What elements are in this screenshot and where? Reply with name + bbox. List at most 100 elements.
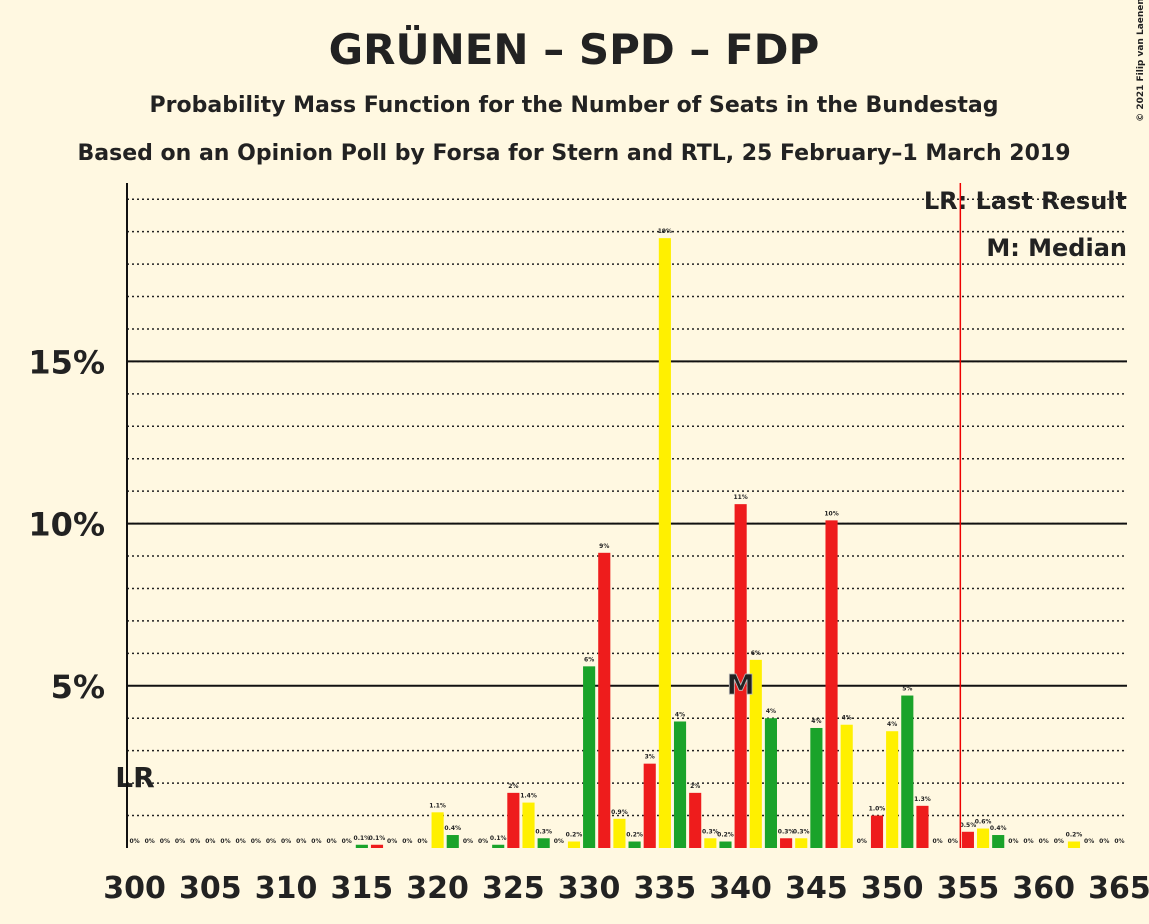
median-marker: M (727, 668, 755, 701)
value-label: 0% (311, 838, 321, 845)
bar (886, 731, 899, 848)
value-label: 0% (160, 838, 170, 845)
value-label: 0.4% (990, 825, 1007, 832)
x-tick-label: 325 (482, 871, 545, 906)
bar (522, 802, 535, 848)
value-label: 0% (1008, 838, 1018, 845)
value-label: 0% (129, 838, 139, 845)
value-label: 0% (205, 838, 215, 845)
legend-entry: M: Median (986, 234, 1127, 262)
value-label: 0% (251, 838, 261, 845)
value-label: 0% (1084, 838, 1094, 845)
value-label: 4% (842, 715, 852, 722)
value-label: 0% (266, 838, 276, 845)
value-label: 0.9% (611, 809, 628, 816)
value-label: 0% (857, 838, 867, 845)
bar (840, 724, 853, 848)
bar (673, 721, 687, 848)
x-tick-label: 365 (1088, 871, 1149, 906)
value-label: 0.2% (566, 832, 583, 839)
value-label: 0% (402, 838, 412, 845)
bar (825, 520, 838, 848)
value-label: 0% (1054, 838, 1064, 845)
value-label: 0% (1023, 838, 1033, 845)
bar (492, 844, 505, 848)
bar (992, 835, 1005, 848)
value-label: 0% (554, 838, 564, 845)
bar (628, 841, 641, 848)
value-label: 0% (296, 838, 306, 845)
value-label: 0.3% (535, 828, 552, 835)
value-label: 0% (145, 838, 155, 845)
value-label: 0.6% (975, 819, 992, 826)
value-label: 0% (933, 838, 943, 845)
value-label: 2% (508, 783, 518, 790)
chart-subtitle: Based on an Opinion Poll by Forsa for St… (77, 141, 1070, 166)
value-label: 0.5% (960, 822, 977, 829)
value-label: 0% (236, 838, 246, 845)
value-label: 0% (342, 838, 352, 845)
x-tick-label: 340 (709, 871, 772, 906)
value-label: 19% (658, 228, 672, 235)
bar (810, 727, 823, 848)
value-label: 0.3% (778, 828, 795, 835)
bar (916, 805, 929, 848)
x-tick-label: 355 (937, 871, 1000, 906)
value-label: 0% (220, 838, 230, 845)
value-label: 1.3% (914, 796, 931, 803)
x-tick-label: 310 (255, 871, 318, 906)
value-label: 11% (733, 494, 747, 501)
bar (1067, 841, 1081, 848)
bar (643, 763, 656, 848)
chart-subtitle: Probability Mass Function for the Number… (150, 93, 999, 118)
value-label: 0.3% (702, 828, 719, 835)
x-tick-label: 345 (785, 871, 848, 906)
bar (689, 792, 702, 848)
x-tick-label: 305 (179, 871, 242, 906)
value-label: 0% (463, 838, 473, 845)
value-label: 0% (326, 838, 336, 845)
value-label: 6% (584, 656, 594, 663)
bar (507, 792, 520, 848)
x-tick-label: 335 (634, 871, 697, 906)
x-tick-label: 360 (1012, 871, 1075, 906)
bar (431, 812, 444, 848)
value-label: 0% (190, 838, 200, 845)
bar (870, 815, 884, 848)
value-label: 0% (175, 838, 185, 845)
y-tick-label: 5% (51, 668, 105, 706)
bar (764, 718, 777, 848)
bar (613, 818, 626, 848)
y-tick-label: 15% (28, 343, 105, 381)
value-label: 1.0% (869, 806, 886, 813)
bar (749, 659, 762, 848)
value-label: 4% (675, 711, 685, 718)
bar (734, 504, 747, 848)
value-label: 0.1% (369, 835, 386, 842)
value-label: 0% (1114, 838, 1124, 845)
x-tick-label: 315 (331, 871, 394, 906)
bar (537, 838, 550, 848)
value-label: 0.2% (717, 832, 734, 839)
value-label: 0% (417, 838, 427, 845)
value-label: 0.1% (490, 835, 507, 842)
bar (961, 831, 974, 848)
lr-label: LR (115, 761, 154, 794)
bar (658, 238, 671, 848)
value-label: 10% (824, 510, 838, 517)
value-label: 0% (1099, 838, 1109, 845)
value-label: 4% (766, 708, 776, 715)
value-label: 3% (645, 754, 655, 761)
bar (567, 841, 581, 848)
bar (719, 841, 732, 848)
value-label: 0.1% (354, 835, 371, 842)
value-label: 4% (811, 718, 821, 725)
value-label: 6% (751, 650, 761, 657)
x-tick-label: 320 (406, 871, 469, 906)
legend-entry: LR: Last Result (924, 187, 1127, 215)
value-label: 2% (690, 783, 700, 790)
bar (598, 552, 611, 848)
